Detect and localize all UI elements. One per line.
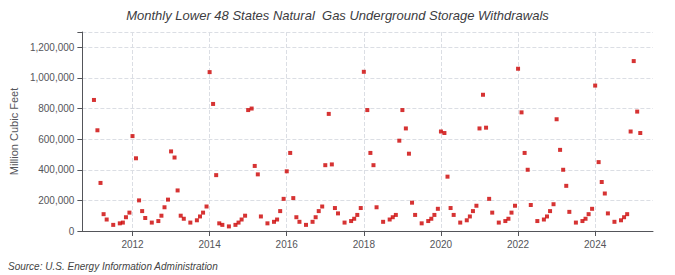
svg-text:2024: 2024: [584, 239, 607, 250]
svg-text:0: 0: [69, 226, 75, 237]
svg-text:2020: 2020: [430, 239, 453, 250]
svg-text:2016: 2016: [276, 239, 299, 250]
svg-text:600,000: 600,000: [38, 134, 75, 145]
svg-text:400,000: 400,000: [38, 164, 75, 175]
svg-text:2022: 2022: [507, 239, 530, 250]
svg-text:1,000,000: 1,000,000: [30, 72, 75, 83]
svg-text:Million Cubic Feet: Million Cubic Feet: [8, 88, 20, 175]
svg-text:2018: 2018: [353, 239, 376, 250]
svg-text:Monthly Lower 48 States Natura: Monthly Lower 48 States Natural Gas Unde…: [126, 8, 549, 23]
svg-text:1,200,000: 1,200,000: [30, 42, 75, 53]
svg-text:2012: 2012: [121, 239, 144, 250]
svg-text:Source: U.S. Energy Informatio: Source: U.S. Energy Information Administ…: [8, 261, 218, 272]
svg-text:2014: 2014: [198, 239, 221, 250]
svg-text:800,000: 800,000: [38, 103, 75, 114]
svg-text:200,000: 200,000: [38, 195, 75, 206]
